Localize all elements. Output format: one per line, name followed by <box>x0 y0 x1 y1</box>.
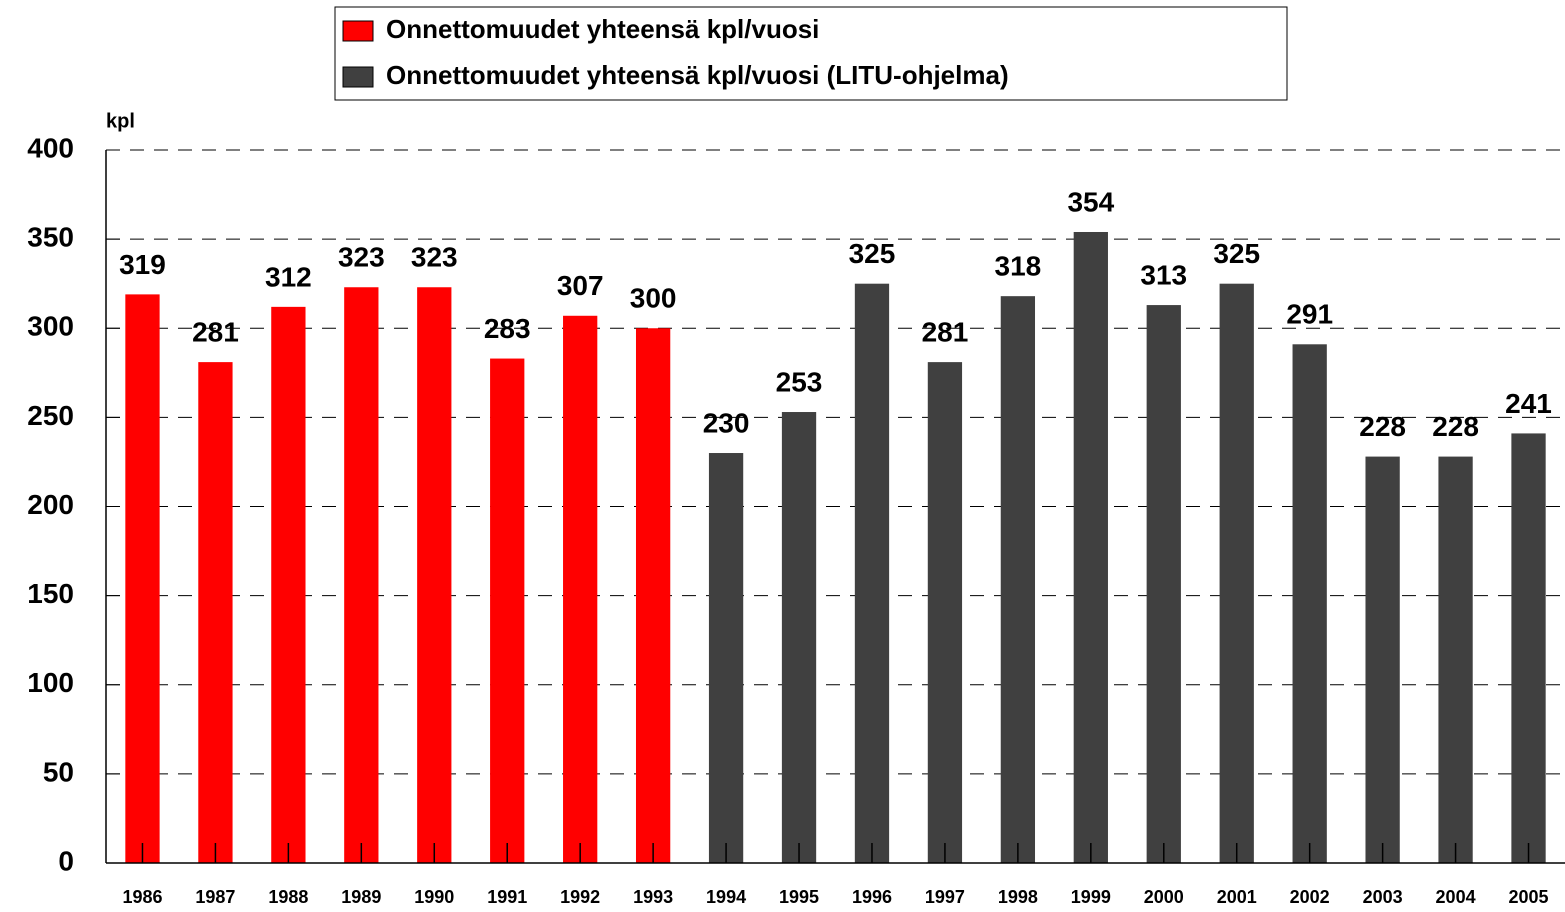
bar <box>271 306 306 863</box>
bar <box>927 362 963 863</box>
x-tick-label: 2004 <box>1436 887 1476 907</box>
y-tick-label: 100 <box>27 667 74 698</box>
value-label: 291 <box>1286 299 1333 330</box>
x-tick-label: 1989 <box>341 887 381 907</box>
x-tick-label: 1993 <box>633 887 673 907</box>
value-label: 300 <box>630 283 677 314</box>
y-tick-label: 300 <box>27 311 74 342</box>
bar <box>708 453 744 863</box>
value-label: 319 <box>119 249 166 280</box>
bar <box>1438 456 1473 863</box>
value-label: 241 <box>1505 388 1552 419</box>
bar <box>563 315 598 864</box>
value-label: 318 <box>995 251 1042 282</box>
bar <box>1219 283 1254 863</box>
bar <box>417 287 452 863</box>
x-tick-label: 2003 <box>1363 887 1403 907</box>
value-label: 253 <box>776 366 823 397</box>
y-tick-label: 400 <box>27 132 74 163</box>
x-tick-label: 1998 <box>998 887 1038 907</box>
value-label: 228 <box>1359 411 1406 442</box>
y-tick-label: 350 <box>27 222 74 253</box>
x-tick-label: 1996 <box>852 887 892 907</box>
x-tick-label: 1992 <box>560 887 600 907</box>
value-label: 283 <box>484 313 531 344</box>
bar <box>1000 296 1036 863</box>
x-tick-label: 1987 <box>195 887 235 907</box>
legend-box <box>334 6 1288 101</box>
x-tick-label: 1988 <box>268 887 308 907</box>
bar <box>1292 344 1327 864</box>
bar <box>854 283 890 863</box>
x-tick-label: 1986 <box>122 887 162 907</box>
bar <box>781 412 817 863</box>
x-tick-label: 1991 <box>487 887 527 907</box>
y-tick-label: 200 <box>27 489 74 520</box>
bar <box>635 328 671 863</box>
value-label: 325 <box>849 238 896 269</box>
bar <box>198 362 233 863</box>
legend-label: Onnettomuudet yhteensä kpl/vuosi (LITU-o… <box>386 60 1009 90</box>
legend-label: Onnettomuudet yhteensä kpl/vuosi <box>386 14 819 44</box>
y-tick-label: 150 <box>27 578 74 609</box>
y-tick-label: 250 <box>27 400 74 431</box>
bar <box>344 287 379 863</box>
bar <box>1365 456 1400 863</box>
value-label: 323 <box>338 242 385 273</box>
bar <box>125 294 160 863</box>
x-tick-label: 1999 <box>1071 887 1111 907</box>
value-label: 325 <box>1213 238 1260 269</box>
x-tick-label: 2001 <box>1217 887 1257 907</box>
y-tick-label: 0 <box>58 845 74 876</box>
value-label: 323 <box>411 242 458 273</box>
legend-swatch <box>342 66 374 88</box>
value-label: 307 <box>557 270 604 301</box>
x-tick-label: 2002 <box>1290 887 1330 907</box>
value-label: 313 <box>1140 259 1187 290</box>
x-tick-label: 1995 <box>779 887 819 907</box>
value-label: 228 <box>1432 411 1479 442</box>
value-label: 312 <box>265 261 312 292</box>
x-tick-label: 2005 <box>1509 887 1549 907</box>
x-tick-label: 2000 <box>1144 887 1184 907</box>
value-label: 281 <box>922 317 969 348</box>
y-axis-label: kpl <box>106 110 135 132</box>
value-label: 354 <box>1067 186 1114 217</box>
y-tick-label: 50 <box>43 756 74 787</box>
x-tick-label: 1990 <box>414 887 454 907</box>
value-label: 281 <box>192 317 239 348</box>
x-tick-label: 1997 <box>925 887 965 907</box>
bar <box>1073 231 1108 863</box>
bar <box>490 358 525 863</box>
legend-swatch <box>342 20 374 42</box>
bar <box>1146 305 1181 863</box>
bar <box>1511 433 1546 863</box>
value-label: 230 <box>703 407 750 438</box>
x-tick-label: 1994 <box>706 887 746 907</box>
